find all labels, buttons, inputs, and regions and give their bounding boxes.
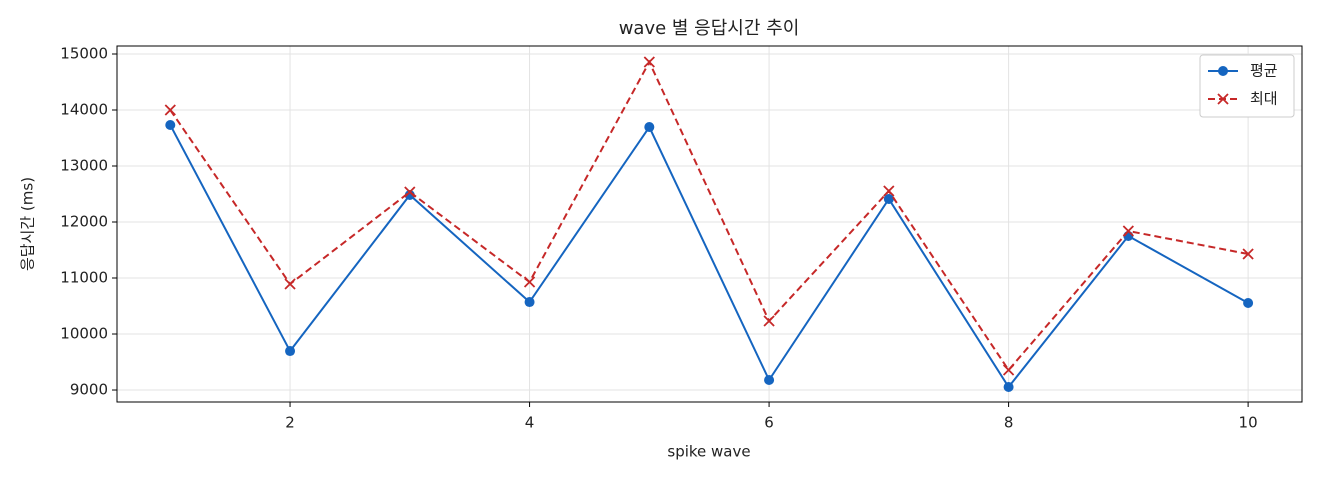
marker bbox=[523, 276, 536, 288]
series-line bbox=[169, 124, 1249, 389]
marker bbox=[643, 56, 655, 68]
marker bbox=[1002, 364, 1015, 376]
marker bbox=[1122, 225, 1134, 237]
y-tick-label: 10000 bbox=[60, 325, 108, 343]
marker bbox=[284, 278, 296, 290]
y-tick-label: 11000 bbox=[60, 269, 108, 287]
x-tick-label: 8 bbox=[1004, 414, 1014, 432]
x-tick-label: 2 bbox=[285, 414, 295, 432]
legend-marker bbox=[1217, 93, 1229, 105]
marker bbox=[165, 120, 176, 131]
marker bbox=[1242, 248, 1254, 260]
y-axis-label: 응답시간 (ms) bbox=[19, 177, 37, 271]
plot-frame bbox=[116, 45, 1303, 403]
x-axis-label: spike wave bbox=[667, 443, 750, 461]
y-tick-label: 13000 bbox=[60, 157, 108, 175]
legend-marker bbox=[1218, 66, 1228, 76]
x-tick-label: 6 bbox=[764, 414, 774, 432]
x-tick-label: 10 bbox=[1239, 414, 1258, 432]
marker bbox=[1243, 297, 1254, 308]
legend-label: 평균 bbox=[1250, 62, 1278, 80]
marker bbox=[883, 185, 895, 197]
legend-label: 최대 bbox=[1250, 90, 1278, 108]
chart-title: wave 별 응답시간 추이 bbox=[619, 18, 800, 39]
x-tick-label: 4 bbox=[525, 414, 535, 432]
marker bbox=[404, 186, 416, 198]
marker bbox=[763, 315, 775, 327]
y-tick-label: 14000 bbox=[60, 101, 108, 119]
y-tick-label: 15000 bbox=[60, 45, 108, 63]
marker bbox=[644, 122, 655, 133]
marker bbox=[764, 374, 775, 385]
marker bbox=[164, 104, 176, 116]
legend-box bbox=[1199, 54, 1295, 118]
marker bbox=[285, 346, 296, 357]
series-line bbox=[169, 59, 1249, 372]
marker bbox=[524, 297, 535, 308]
marker bbox=[883, 193, 894, 204]
y-tick-label: 9000 bbox=[70, 381, 108, 399]
y-tick-label: 12000 bbox=[60, 213, 108, 231]
marker bbox=[404, 190, 415, 201]
marker bbox=[1003, 381, 1014, 392]
